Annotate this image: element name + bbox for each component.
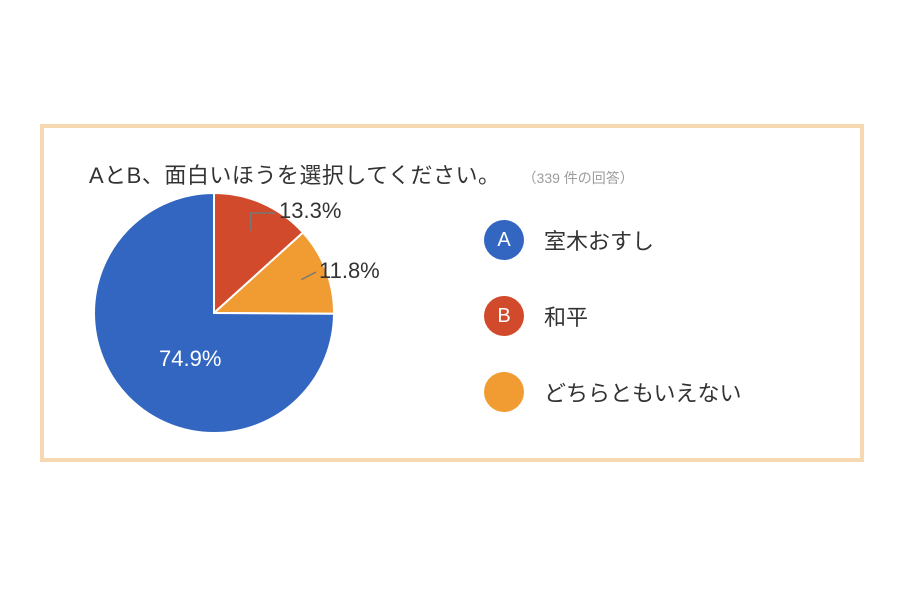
header-row: AとB、面白いほうを選択してください。 （339 件の回答） [89, 158, 634, 190]
leader-lines [94, 193, 414, 433]
legend: A 室木おすし B 和平 どちらともいえない [484, 220, 742, 412]
response-count: （339 件の回答） [523, 168, 634, 188]
legend-swatch-a: A [484, 220, 524, 260]
chart-title: AとB、面白いほうを選択してください。 [89, 158, 501, 190]
legend-label-c: どちらともいえない [544, 376, 742, 408]
pct-label-a: 74.9% [159, 346, 221, 372]
legend-item-b: B 和平 [484, 296, 742, 336]
legend-label-a: 室木おすし [544, 224, 654, 256]
legend-swatch-b: B [484, 296, 524, 336]
legend-label-b: 和平 [544, 300, 588, 332]
legend-item-a: A 室木おすし [484, 220, 742, 260]
pct-label-b: 13.3% [279, 198, 341, 224]
legend-item-c: どちらともいえない [484, 372, 742, 412]
legend-swatch-c [484, 372, 524, 412]
chart-card: AとB、面白いほうを選択してください。 （339 件の回答） 74.9% 13.… [40, 124, 864, 462]
pct-label-c: 11.8% [319, 258, 380, 284]
